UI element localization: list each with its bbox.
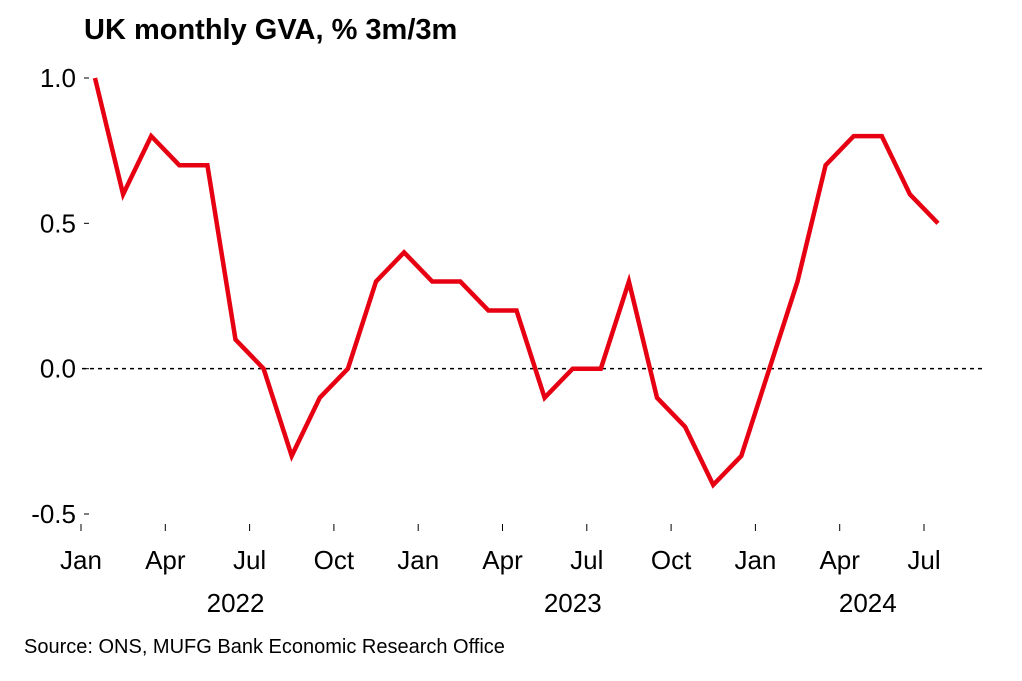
year-label: 2023 [544,588,602,618]
series-group [92,77,940,489]
x-tick-label: Apr [145,545,186,575]
x-tick-label: Jan [734,545,776,575]
year-label: 2022 [207,588,265,618]
x-tick-label: Jan [397,545,439,575]
y-tick-label: 0.0 [40,354,76,384]
x-tick-label: Oct [651,545,692,575]
x-tick-label: Jul [570,545,603,575]
year-label: 2024 [839,588,897,618]
x-tick-label: Jan [60,545,102,575]
x-tick-label: Apr [482,545,523,575]
y-axis: -0.5 0.0 0.5 1.0 [31,63,89,529]
y-tick-label: 1.0 [40,63,76,93]
y-tick-label: 0.5 [40,208,76,238]
series-line [92,77,940,489]
x-axis: Jan Apr Jul Oct Jan Apr Jul Oct Jan Apr Jul [60,524,941,575]
x-tick-label: Jul [907,545,940,575]
x-tick-label: Jul [233,545,266,575]
year-labels: 2022 2023 2024 [207,588,897,618]
chart-title: UK monthly GVA, % 3m/3m [84,14,458,46]
x-tick-label: Apr [819,545,860,575]
y-tick-label: -0.5 [31,499,76,529]
x-tick-label: Oct [314,545,355,575]
source-note: Source: ONS, MUFG Bank Economic Research… [24,636,505,658]
